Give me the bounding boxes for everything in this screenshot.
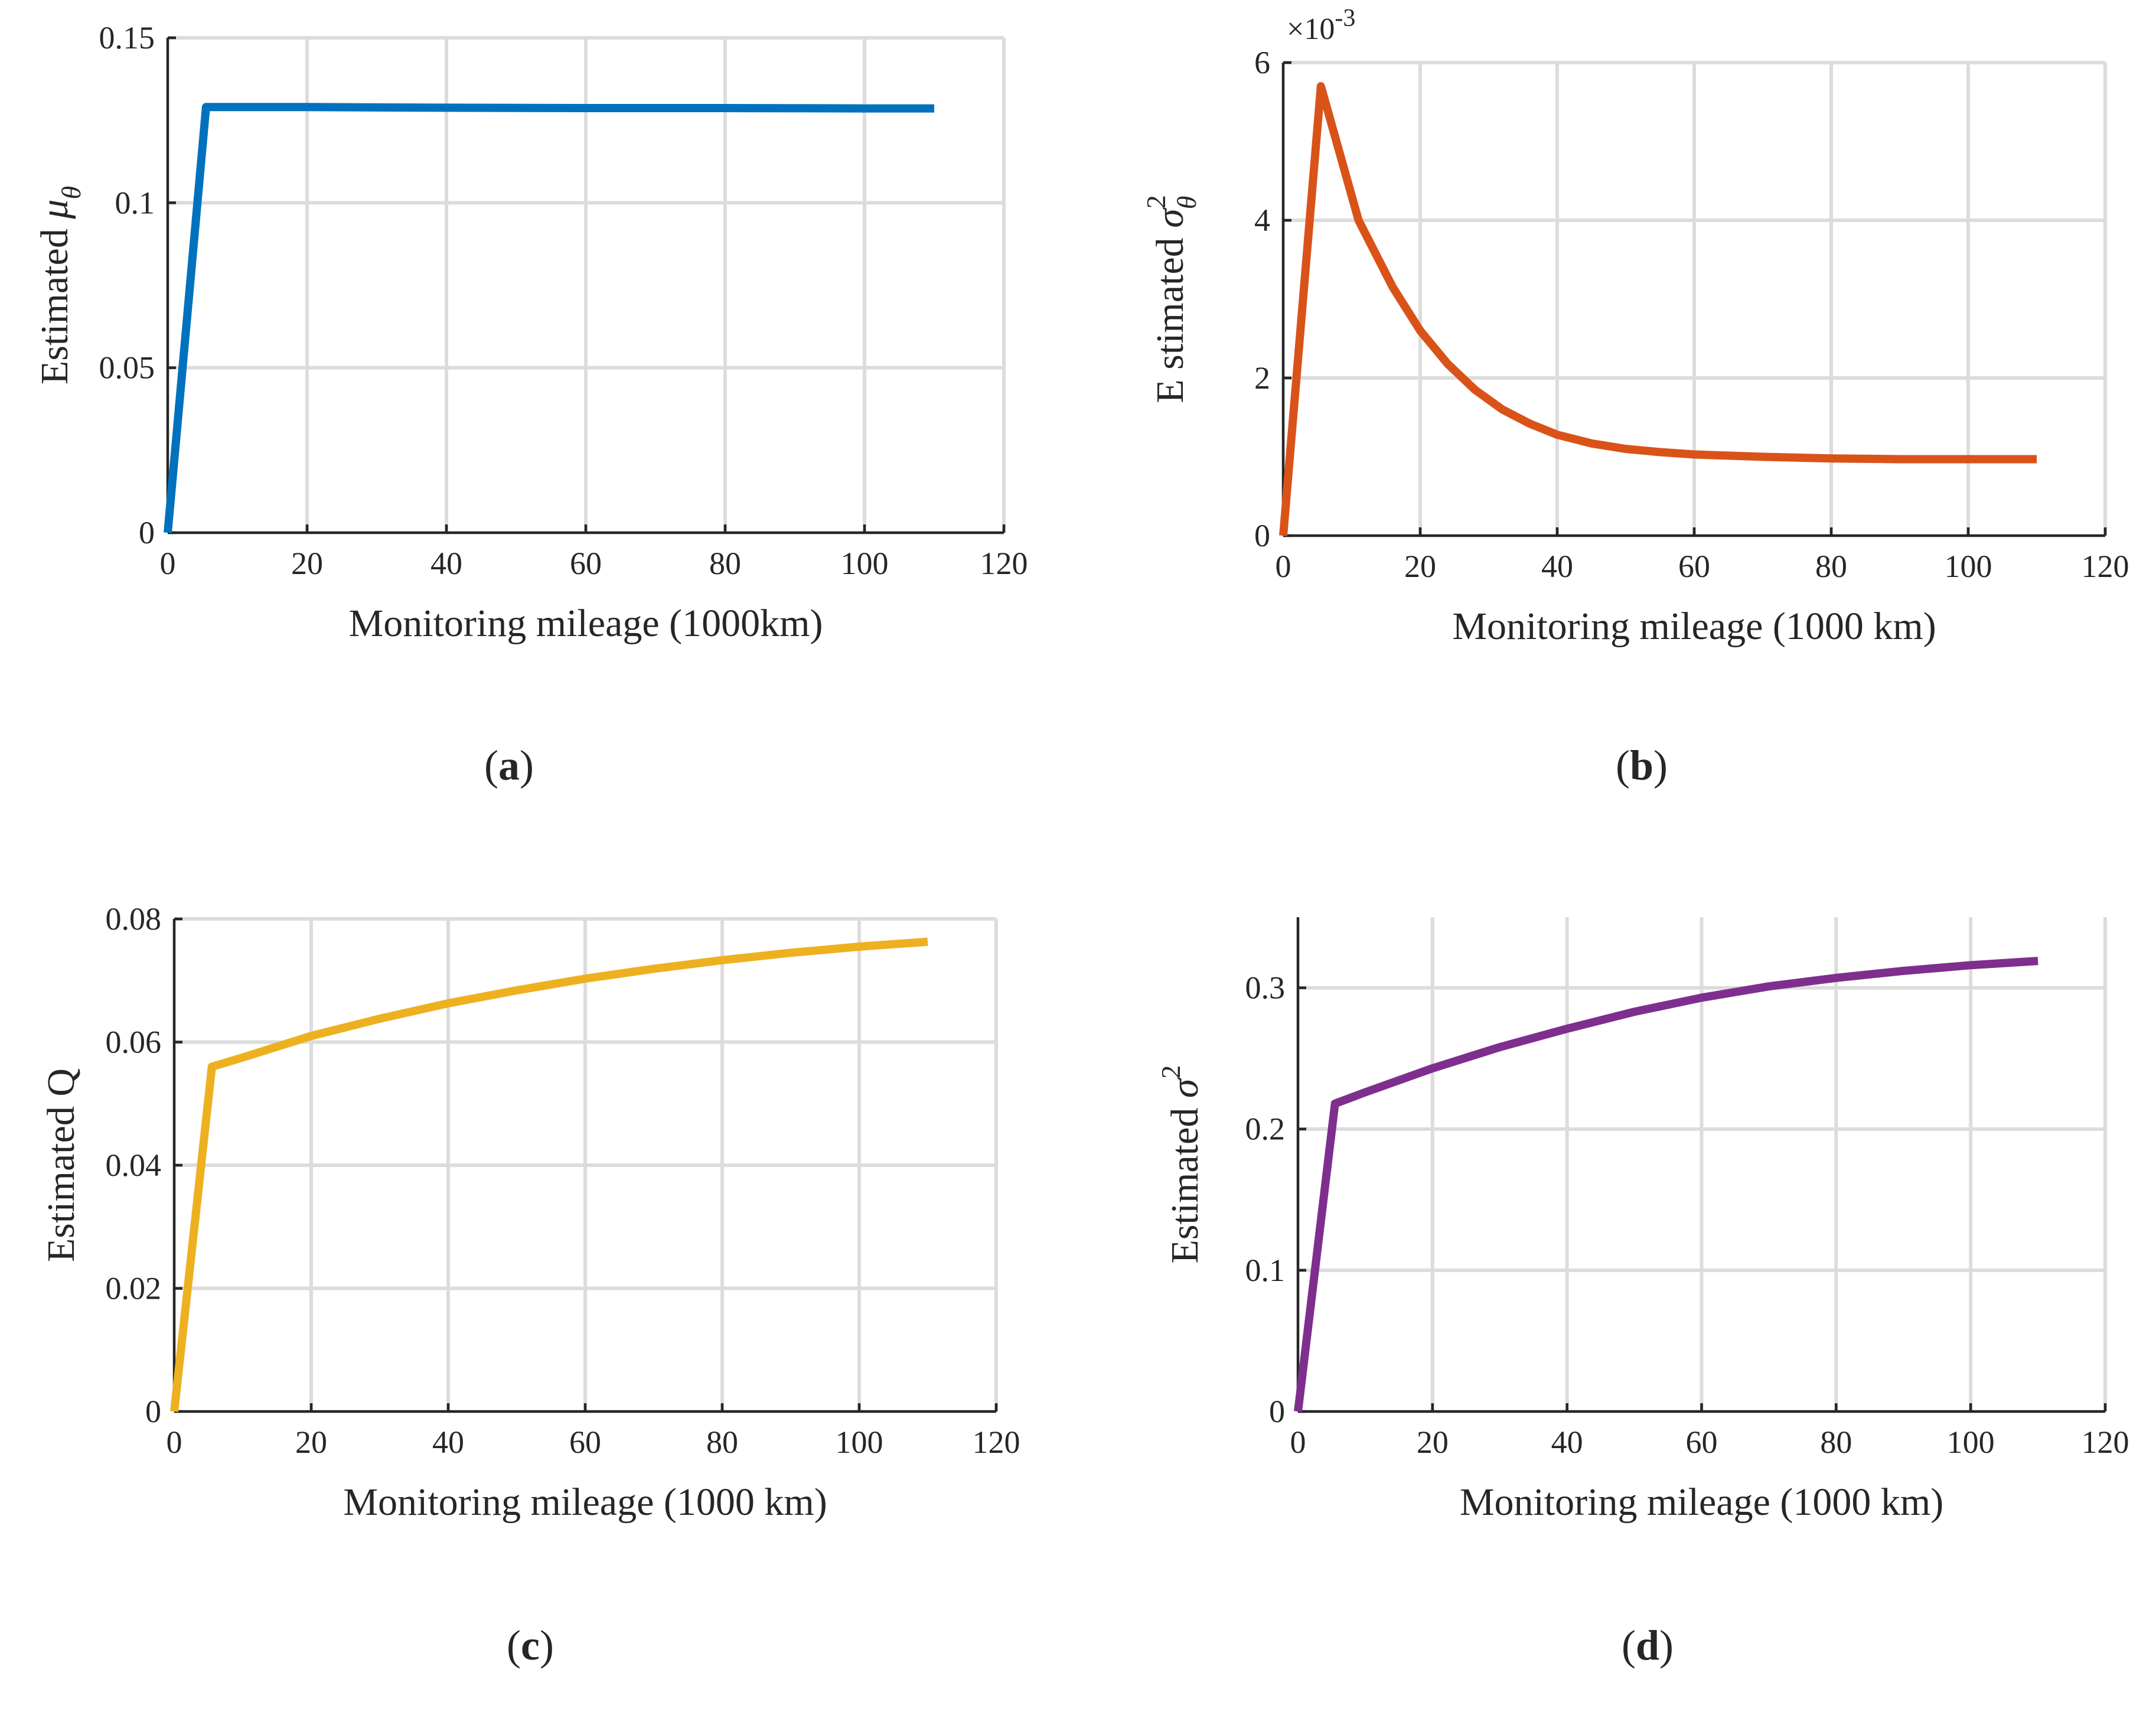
x-tick-label: 80 bbox=[706, 1424, 738, 1460]
x-axis-title: Monitoring mileage (1000 km) bbox=[1460, 1481, 1943, 1524]
caption-open-paren: ( bbox=[507, 1622, 521, 1669]
y-axis-title: Estimated μθ bbox=[33, 186, 86, 384]
exponent-power: -3 bbox=[1335, 5, 1355, 32]
y-tick-label: 0.06 bbox=[106, 1025, 162, 1060]
y-exponent-label: ×10-3 bbox=[1287, 5, 1355, 46]
x-tick-label: 100 bbox=[841, 546, 889, 581]
x-axis-title: Monitoring mileage (1000 km) bbox=[1452, 605, 1936, 648]
y-axis-title-text: Estimated bbox=[33, 219, 76, 384]
caption-letter: c bbox=[521, 1622, 540, 1669]
y-axis-title-superscript: 2 bbox=[1156, 1065, 1186, 1079]
x-tick-label: 20 bbox=[295, 1424, 327, 1460]
series-line-c bbox=[170, 937, 928, 1412]
y-tick-label: 0.2 bbox=[1245, 1111, 1286, 1147]
x-axis-title: Monitoring mileage (1000 km) bbox=[343, 1481, 827, 1524]
x-tick-label: 120 bbox=[2082, 549, 2129, 584]
x-tick-label: 100 bbox=[836, 1424, 883, 1460]
x-tick-label: 100 bbox=[1945, 549, 1992, 584]
series-line-d bbox=[1294, 957, 2038, 1412]
x-axis-title: Monitoring mileage (1000km) bbox=[349, 602, 823, 645]
x-tick-label: 60 bbox=[569, 1424, 601, 1460]
caption-letter: a bbox=[498, 742, 520, 789]
y-axis-title-symbol: σ bbox=[1149, 207, 1192, 228]
chart-panel-a: 0 20 40 60 80 100 120 0 0.05 0.1 0.15 Monitoring mi… bbox=[33, 20, 1028, 789]
y-tick-label: 6 bbox=[1254, 45, 1270, 80]
y-tick-label: 0 bbox=[145, 1394, 161, 1429]
y-axis-title-text: Estimated Q bbox=[40, 1068, 83, 1262]
chart-panel-b: 0 20 40 60 80 100 120 0 2 4 6 ×10-3 Monitoring milea… bbox=[1141, 5, 2129, 789]
y-tick-label: 0.08 bbox=[106, 901, 162, 937]
y-tick-label: 4 bbox=[1254, 203, 1270, 238]
x-tick-label: 0 bbox=[1276, 549, 1291, 584]
x-tick-label: 100 bbox=[1947, 1424, 1995, 1460]
y-axis-title-symbol: μ bbox=[33, 200, 76, 220]
x-tick-label: 80 bbox=[709, 546, 741, 581]
y-axis-title-subscript: θ bbox=[1172, 196, 1202, 210]
x-tick-label: 80 bbox=[1815, 549, 1847, 584]
y-axis-title-symbol: σ bbox=[1163, 1077, 1206, 1098]
y-axis-title-text: Estimated bbox=[1163, 1098, 1206, 1263]
y-tick-label: 0.15 bbox=[99, 20, 155, 56]
caption-letter: d bbox=[1636, 1622, 1659, 1669]
x-tick-label: 0 bbox=[160, 546, 176, 581]
y-axis-title-subscript: θ bbox=[56, 186, 86, 200]
y-axis-title-text: E stimated bbox=[1149, 228, 1192, 403]
panel-caption-d: (d) bbox=[1622, 1622, 1674, 1669]
y-tick-label: 0 bbox=[1254, 518, 1270, 553]
y-tick-label: 0.1 bbox=[1245, 1253, 1286, 1288]
caption-open-paren: ( bbox=[1616, 742, 1630, 789]
caption-close-paren: ) bbox=[520, 742, 534, 789]
x-tick-label: 120 bbox=[980, 546, 1028, 581]
y-axis-title: Estimated Q bbox=[40, 1068, 83, 1262]
panel-caption-a: (a) bbox=[484, 742, 534, 789]
x-tick-label: 20 bbox=[1417, 1424, 1449, 1460]
y-tick-label: 0.3 bbox=[1245, 970, 1286, 1006]
x-tick-label: 40 bbox=[1551, 1424, 1583, 1460]
x-tick-label: 80 bbox=[1820, 1424, 1852, 1460]
y-axis-title: Estimated σ2 bbox=[1156, 1065, 1206, 1264]
series-line-a bbox=[164, 103, 934, 533]
x-tick-label: 60 bbox=[1678, 549, 1710, 584]
y-tick-label: 0.02 bbox=[106, 1271, 162, 1306]
y-tick-label: 0.05 bbox=[99, 350, 155, 386]
x-tick-label: 20 bbox=[1404, 549, 1436, 584]
caption-open-paren: ( bbox=[1622, 1622, 1636, 1669]
x-tick-label: 120 bbox=[973, 1424, 1020, 1460]
panel-caption-c: (c) bbox=[507, 1622, 554, 1669]
y-tick-label: 0.1 bbox=[115, 185, 155, 220]
y-axis-title: E stimated σ2θ bbox=[1141, 195, 1202, 403]
x-tick-label: 120 bbox=[2082, 1424, 2129, 1460]
caption-open-paren: ( bbox=[484, 742, 498, 789]
y-tick-label: 0 bbox=[1269, 1394, 1285, 1429]
x-tick-label: 40 bbox=[432, 1424, 464, 1460]
series-line-b bbox=[1279, 82, 2037, 536]
y-axis-title-superscript: 2 bbox=[1141, 195, 1171, 208]
y-tick-label: 0.04 bbox=[106, 1148, 162, 1183]
panel-caption-b: (b) bbox=[1616, 742, 1668, 789]
caption-close-paren: ) bbox=[1659, 1622, 1674, 1669]
x-tick-label: 40 bbox=[430, 546, 462, 581]
chart-panel-d: 0 20 40 60 80 100 120 0 0.1 0.2 0.3 Monitoring mile… bbox=[1156, 917, 2129, 1669]
y-tick-label: 2 bbox=[1254, 360, 1270, 396]
caption-close-paren: ) bbox=[540, 1622, 554, 1669]
x-tick-label: 40 bbox=[1541, 549, 1573, 584]
x-tick-label: 60 bbox=[570, 546, 602, 581]
chart-panel-c: 0 20 40 60 80 100 120 0 0.02 0.04 0.06 0.08 Monitori… bbox=[40, 901, 1020, 1669]
caption-close-paren: ) bbox=[1653, 742, 1668, 789]
caption-letter: b bbox=[1630, 742, 1653, 789]
x-tick-label: 0 bbox=[167, 1424, 182, 1460]
y-tick-label: 0 bbox=[139, 515, 155, 550]
x-tick-label: 0 bbox=[1290, 1424, 1306, 1460]
x-tick-label: 20 bbox=[291, 546, 323, 581]
exponent-base: ×10 bbox=[1287, 12, 1335, 46]
x-tick-label: 60 bbox=[1686, 1424, 1718, 1460]
